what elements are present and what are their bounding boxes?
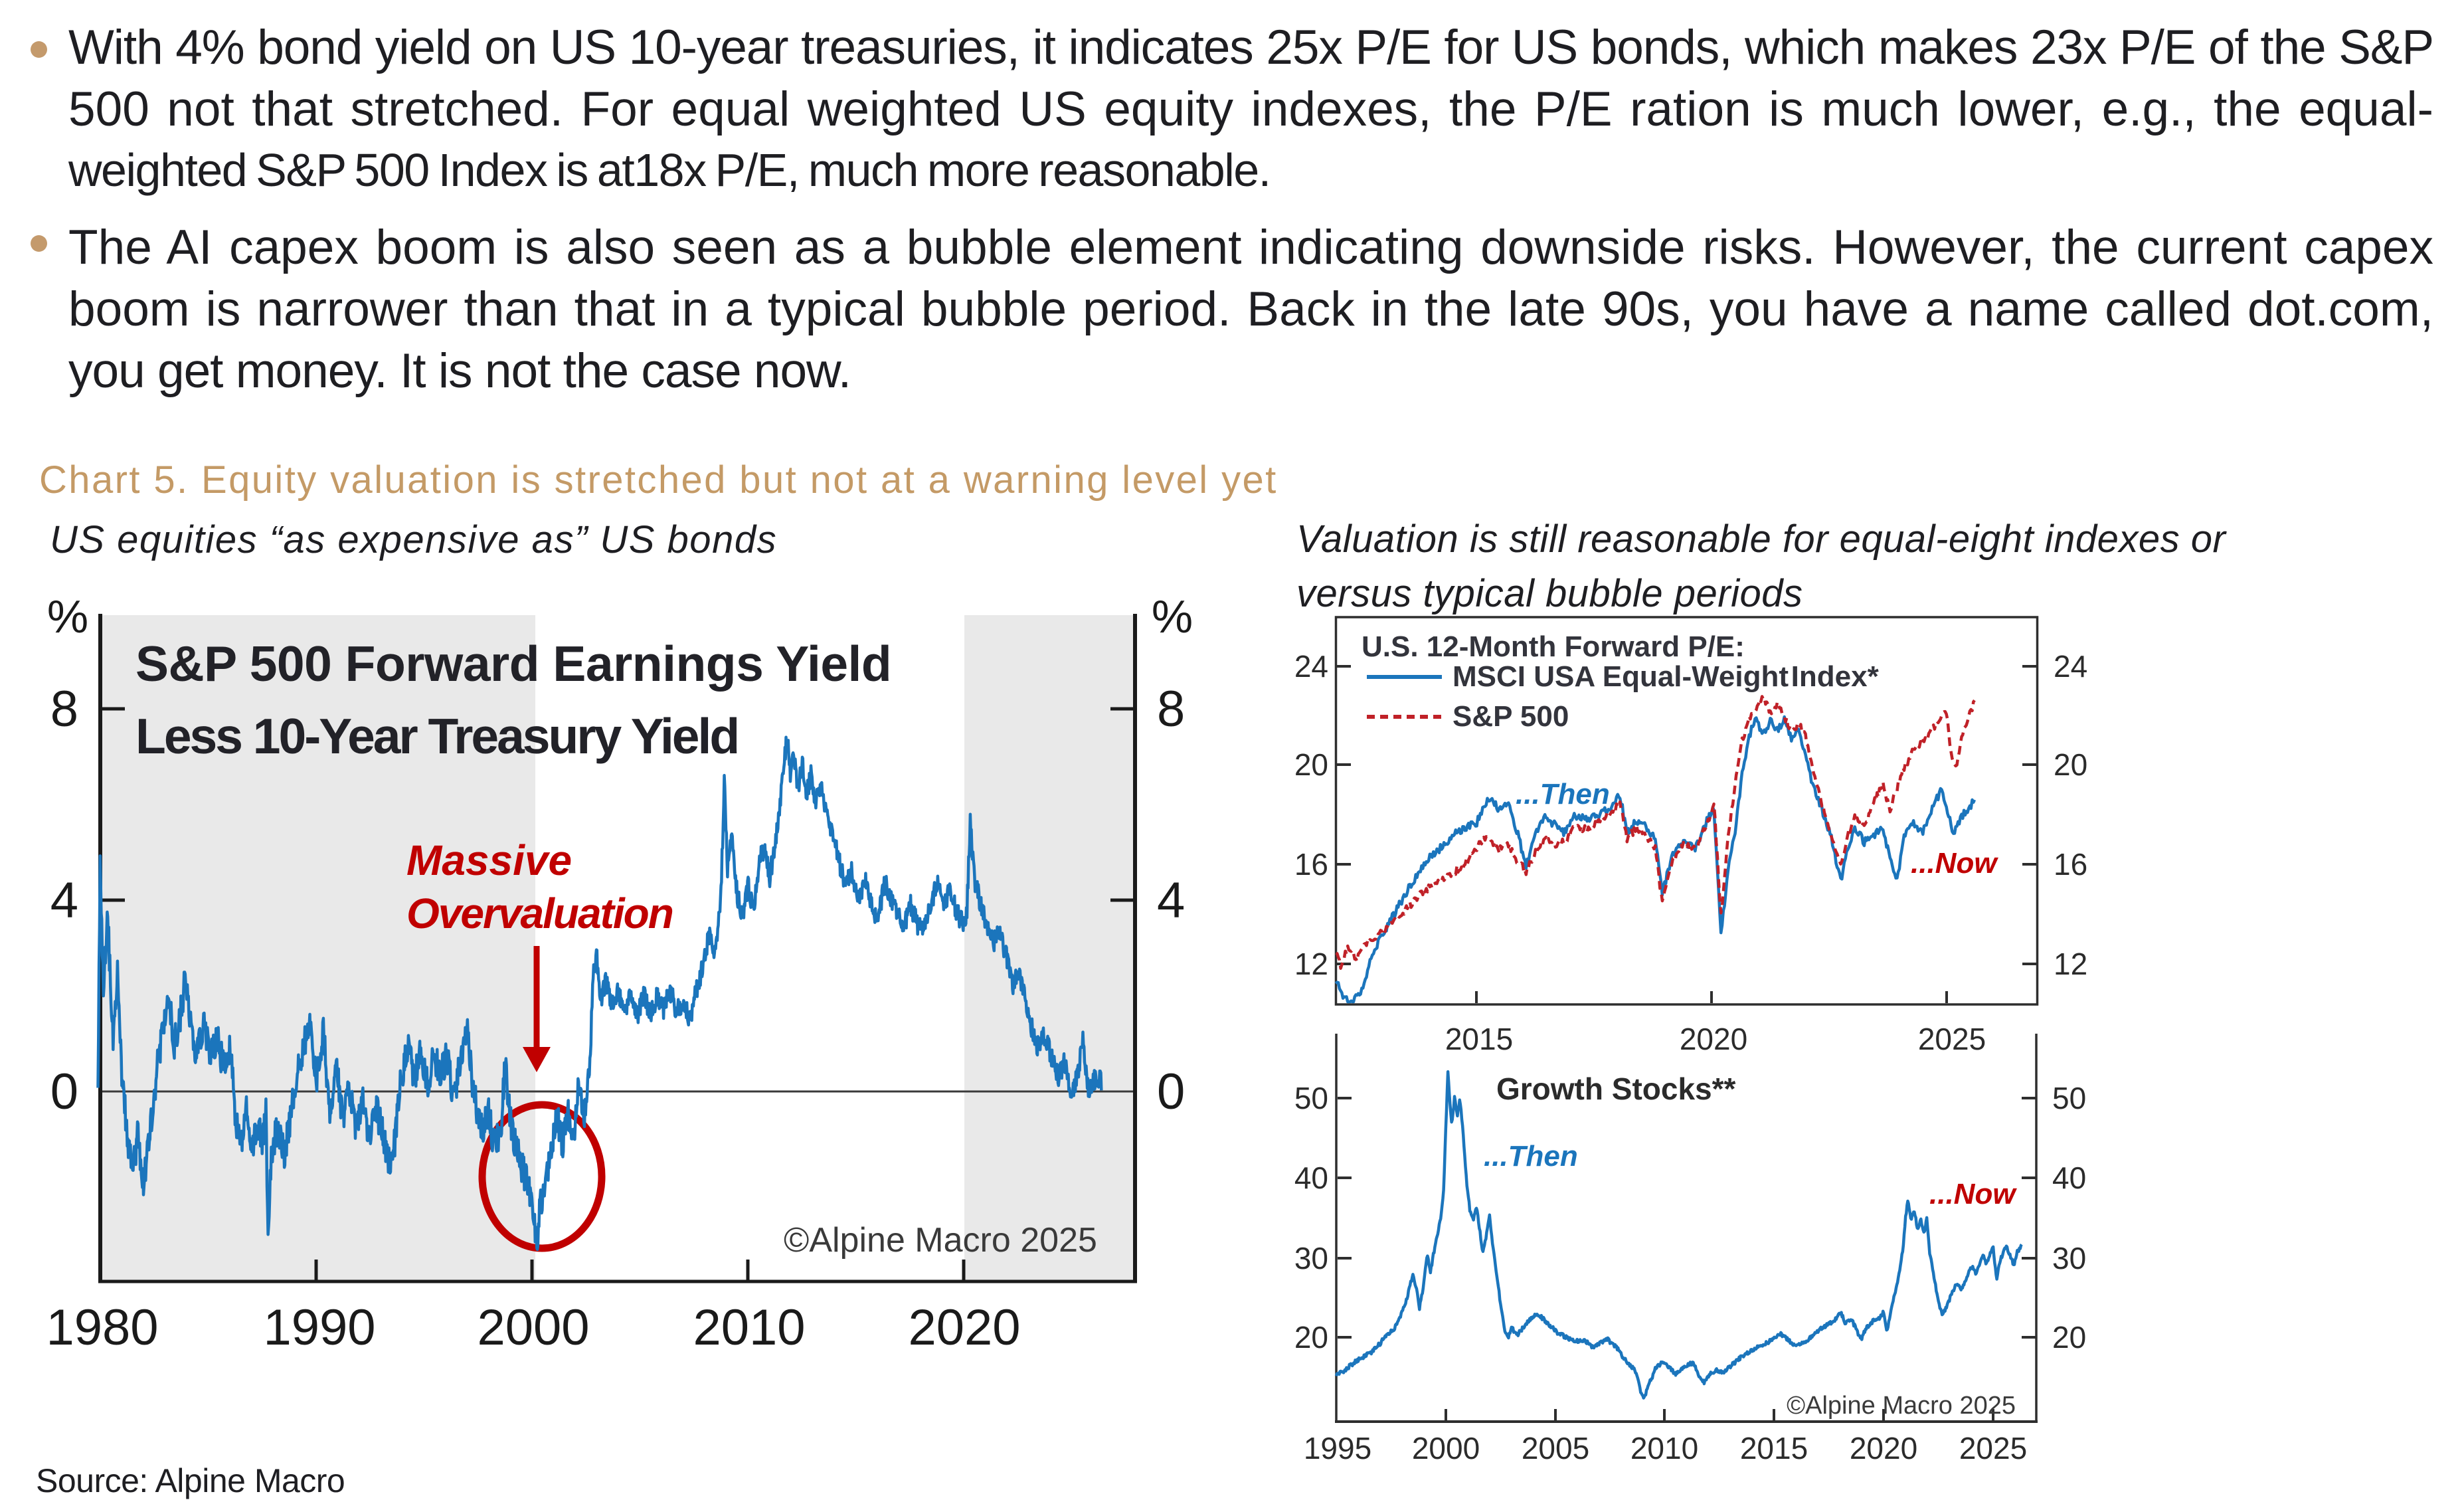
svg-text:S&P 500 Forward Earnings Yield: S&P 500 Forward Earnings Yield — [135, 636, 891, 692]
svg-text:...Now: ...Now — [1911, 847, 1998, 880]
svg-text:4: 4 — [1157, 872, 1185, 929]
svg-text:4: 4 — [50, 872, 78, 929]
svg-text:2025: 2025 — [1959, 1431, 2027, 1465]
svg-text:0: 0 — [1157, 1064, 1185, 1120]
svg-text:24: 24 — [1294, 649, 1328, 684]
svg-text:©Alpine Macro 2025: ©Alpine Macro 2025 — [784, 1221, 1097, 1260]
svg-text:0: 0 — [50, 1064, 78, 1120]
svg-text:8: 8 — [50, 681, 78, 737]
svg-text:40: 40 — [2052, 1161, 2086, 1195]
svg-text:MSCI USA Equal-Weight Index*: MSCI USA Equal-Weight Index* — [1452, 660, 1880, 693]
svg-text:2020: 2020 — [908, 1299, 1020, 1356]
svg-text:S&P 500: S&P 500 — [1452, 700, 1569, 733]
svg-text:U.S. 12-Month Forward P/E:: U.S. 12-Month Forward P/E: — [1362, 630, 1745, 663]
svg-text:40: 40 — [1294, 1161, 1328, 1195]
svg-text:16: 16 — [1294, 847, 1328, 882]
svg-text:20: 20 — [2054, 747, 2087, 782]
svg-text:Less 10-Year Treasury Yield: Less 10-Year Treasury Yield — [135, 708, 738, 764]
svg-text:20: 20 — [2052, 1320, 2086, 1355]
svg-text:2005: 2005 — [1522, 1431, 1589, 1465]
svg-text:30: 30 — [2052, 1241, 2086, 1275]
svg-text:Massive: Massive — [406, 836, 572, 884]
svg-text:Growth Stocks**: Growth Stocks** — [1496, 1072, 1736, 1106]
svg-text:50: 50 — [1294, 1081, 1328, 1115]
svg-text:2025: 2025 — [1918, 1022, 1986, 1056]
svg-text:2020: 2020 — [1680, 1022, 1747, 1056]
svg-text:1980: 1980 — [46, 1299, 158, 1356]
svg-text:2000: 2000 — [477, 1299, 589, 1356]
svg-text:20: 20 — [1294, 747, 1328, 782]
svg-text:2015: 2015 — [1445, 1022, 1513, 1056]
svg-text:%: % — [47, 591, 88, 642]
svg-text:%: % — [1152, 591, 1193, 642]
svg-text:20: 20 — [1294, 1320, 1328, 1355]
svg-text:8: 8 — [1157, 681, 1185, 737]
svg-text:2000: 2000 — [1412, 1431, 1480, 1465]
svg-text:24: 24 — [2054, 649, 2087, 684]
svg-text:50: 50 — [2052, 1081, 2086, 1115]
svg-text:...Now: ...Now — [1929, 1178, 2017, 1210]
svg-text:...Then: ...Then — [1516, 778, 1610, 810]
svg-text:16: 16 — [2054, 847, 2087, 882]
svg-text:12: 12 — [1294, 947, 1328, 981]
svg-text:1995: 1995 — [1304, 1431, 1371, 1465]
svg-text:Overvaluation: Overvaluation — [406, 890, 673, 937]
svg-text:30: 30 — [1294, 1241, 1328, 1275]
svg-text:2020: 2020 — [1850, 1431, 1917, 1465]
svg-text:1990: 1990 — [263, 1299, 375, 1356]
svg-text:12: 12 — [2054, 947, 2087, 981]
svg-text:2010: 2010 — [1630, 1431, 1698, 1465]
svg-text:2015: 2015 — [1740, 1431, 1808, 1465]
svg-text:2010: 2010 — [693, 1299, 805, 1356]
svg-text:...Then: ...Then — [1484, 1140, 1578, 1173]
svg-text:©Alpine Macro 2025: ©Alpine Macro 2025 — [1787, 1392, 2016, 1420]
